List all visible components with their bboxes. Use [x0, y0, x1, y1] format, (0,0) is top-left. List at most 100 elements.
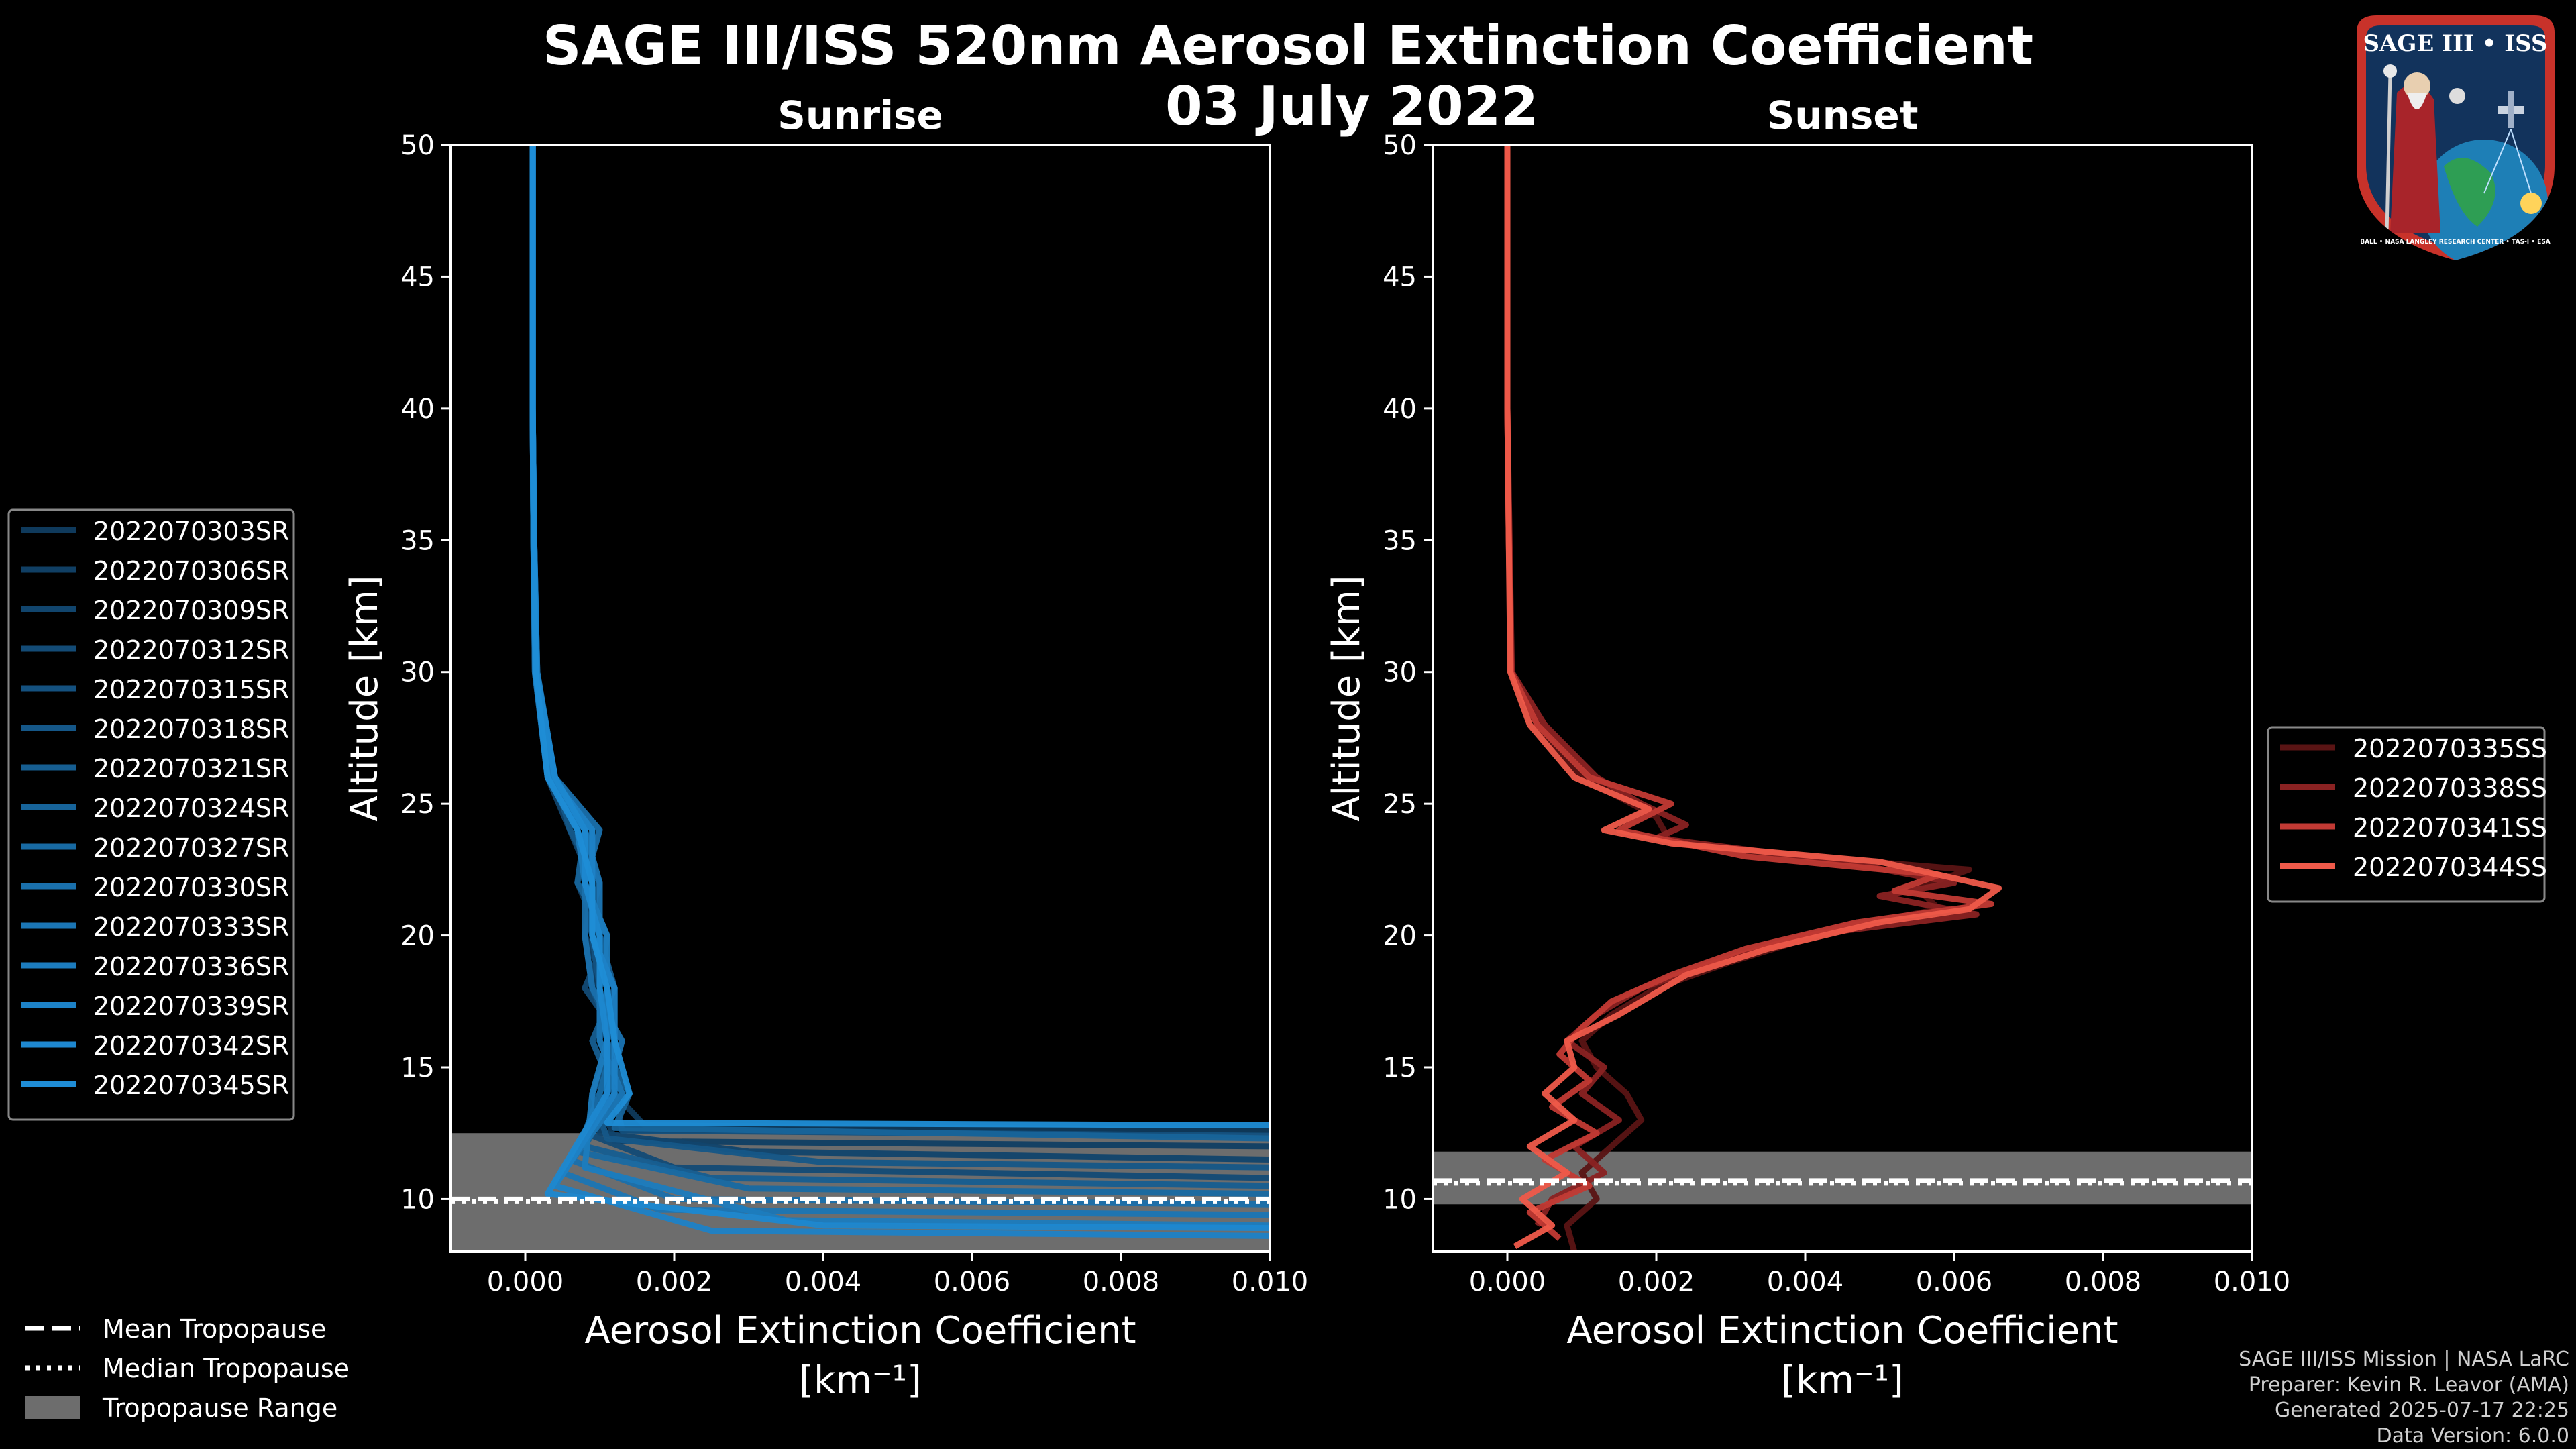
- legend-entry-2022070303SR: 2022070303SR: [93, 517, 289, 546]
- legend-entry-2022070312SR: 2022070312SR: [93, 635, 289, 665]
- legend-entry-2022070321SR: 2022070321SR: [93, 754, 289, 784]
- legend-entry-2022070318SR: 2022070318SR: [93, 714, 289, 744]
- series-line-2022070342SR: [529, 145, 1270, 1232]
- sage-logo: SAGE III • ISS BALL • NASA LANGLEY RESEA…: [2357, 15, 2555, 260]
- legend-median-tropopause: Median Tropopause: [103, 1354, 350, 1383]
- legend-entry-2022070336SR: 2022070336SR: [93, 952, 289, 981]
- axes-frame: [449, 144, 1271, 1253]
- legend-entry-2022070333SR: 2022070333SR: [93, 912, 289, 942]
- x-tick-label: 0.002: [636, 1267, 713, 1297]
- series-line-2022070318SR: [529, 145, 1270, 1171]
- series-line-2022070315SR: [529, 145, 1270, 1139]
- series-line-2022070333SR: [529, 145, 1270, 1218]
- y-tick-label: 50: [1383, 130, 1417, 161]
- y-tick-label: 10: [1383, 1184, 1417, 1215]
- y-tick-label: 30: [1383, 657, 1417, 688]
- series-line-2022070309SR: [529, 145, 1270, 1163]
- y-tick-label: 35: [1383, 525, 1417, 556]
- chart-title: SAGE III/ISS 520nm Aerosol Extinction Co…: [542, 15, 2034, 77]
- y-axis-label: Altitude [km]: [1325, 575, 1368, 821]
- x-tick-label: 0.004: [1767, 1267, 1844, 1297]
- legend-entry-2022070335SS: 2022070335SS: [2353, 734, 2547, 763]
- x-axis-label: Aerosol Extinction Coefficient: [1566, 1309, 2118, 1352]
- series-line-2022070336SR: [529, 145, 1270, 1229]
- y-axis-label: Altitude [km]: [343, 575, 386, 821]
- legend-range-swatch: [25, 1396, 80, 1419]
- y-tick-label: 25: [1383, 789, 1417, 820]
- series-group: [529, 145, 1270, 1239]
- y-tick-label: 15: [1383, 1053, 1417, 1083]
- x-tick-label: 0.002: [1618, 1267, 1695, 1297]
- legend-entry-2022070330SR: 2022070330SR: [93, 873, 289, 902]
- x-tick-label: 0.010: [2214, 1267, 2291, 1297]
- legend-entry-2022070342SR: 2022070342SR: [93, 1031, 289, 1061]
- x-tick-label: 0.006: [1916, 1267, 1993, 1297]
- series-line-2022070327SR: [529, 145, 1270, 1197]
- series-line-2022070338SS: [1504, 145, 1980, 1227]
- legend-entry-2022070306SR: 2022070306SR: [93, 556, 289, 586]
- y-tick-label: 40: [400, 394, 435, 425]
- x-tick-label: 0.000: [487, 1267, 564, 1297]
- y-tick-label: 45: [400, 262, 435, 292]
- logo-subtext: BALL • NASA LANGLEY RESEARCH CENTER • TA…: [2360, 239, 2551, 246]
- series-line-2022070306SR: [529, 145, 1270, 1150]
- legend-box: [7, 508, 295, 1121]
- y-tick-label: 40: [1383, 394, 1417, 425]
- series-line-2022070345SR: [529, 145, 1270, 1128]
- y-tick-label: 30: [400, 657, 435, 688]
- series-line-2022070330SR: [529, 145, 1270, 1208]
- legend-entry-2022070315SR: 2022070315SR: [93, 675, 289, 704]
- legend-entry-2022070338SS: 2022070338SS: [2353, 773, 2547, 803]
- x-axis-label: Aerosol Extinction Coefficient: [584, 1309, 1136, 1352]
- legend-box: [2267, 726, 2546, 903]
- legend-entry-2022070345SR: 2022070345SR: [93, 1071, 289, 1100]
- series-line-2022070341SS: [1504, 145, 1994, 1241]
- series-line-2022070339SR: [529, 145, 1270, 1239]
- series-line-2022070324SR: [529, 145, 1270, 1142]
- series-line-2022070344SS: [1504, 145, 2002, 1250]
- legend-entry-2022070309SR: 2022070309SR: [93, 596, 289, 625]
- x-tick-label: 0.008: [2065, 1267, 2142, 1297]
- legend-tropopause-range: Tropopause Range: [102, 1393, 337, 1423]
- y-tick-label: 20: [1383, 921, 1417, 952]
- logo-text: SAGE III • ISS: [2363, 30, 2547, 57]
- legend-entry-2022070341SS: 2022070341SS: [2353, 813, 2547, 843]
- panel-subtitle: Sunrise: [777, 93, 943, 138]
- x-tick-label: 0.004: [785, 1267, 862, 1297]
- x-tick-label: 0.006: [934, 1267, 1011, 1297]
- y-tick-label: 15: [400, 1053, 435, 1083]
- legend-mean-tropopause: Mean Tropopause: [103, 1314, 326, 1344]
- series-line-2022070321SR: [529, 145, 1270, 1189]
- panel-subtitle: Sunset: [1767, 93, 1919, 138]
- footer-preparer: Preparer: Kevin R. Leavor (AMA): [2248, 1373, 2569, 1397]
- y-tick-label: 20: [400, 921, 435, 952]
- x-tick-label: 0.008: [1083, 1267, 1160, 1297]
- y-tick-label: 35: [400, 525, 435, 556]
- axes-frame: [1432, 144, 2253, 1253]
- panel-left: 0.000 0.002 0.004 0.006 0.008 0.010 10 15 20 25 30…: [7, 93, 1309, 1402]
- series-line-2022070312SR: [529, 145, 1270, 1181]
- legend-entry-2022070324SR: 2022070324SR: [93, 794, 289, 823]
- footer-version: Data Version: 6.0.0: [2376, 1424, 2569, 1448]
- series-group: [1504, 145, 2002, 1252]
- legend-entry-2022070327SR: 2022070327SR: [93, 833, 289, 863]
- tropopause-legend: Mean Tropopause Median Tropopause Tropopau…: [25, 1314, 350, 1423]
- footer-generated: Generated 2025-07-17 22:25: [2274, 1399, 2569, 1422]
- y-tick-label: 25: [400, 789, 435, 820]
- series-line-2022070303SR: [529, 145, 1270, 1134]
- y-tick-label: 50: [400, 130, 435, 161]
- x-axis-unit: [km⁻¹]: [1781, 1358, 1904, 1402]
- y-tick-label: 10: [400, 1184, 435, 1215]
- panel-right: 0.000 0.002 0.004 0.006 0.008 0.010 10 15 20 25 30…: [1325, 93, 2547, 1402]
- legend-entry-2022070339SR: 2022070339SR: [93, 991, 289, 1021]
- series-legend: 2022070303SR 2022070306SR 2022070309SR 2022…: [7, 508, 295, 1121]
- chart-date: 03 July 2022: [1165, 75, 1538, 138]
- legend-entry-2022070344SS: 2022070344SS: [2353, 853, 2547, 882]
- footer-mission: SAGE III/ISS Mission | NASA LaRC: [2239, 1348, 2569, 1371]
- y-tick-label: 45: [1383, 262, 1417, 292]
- x-tick-label: 0.010: [1232, 1267, 1309, 1297]
- series-legend: 2022070335SS 2022070338SS 2022070341SS 2022…: [2267, 726, 2547, 903]
- x-axis-unit: [km⁻¹]: [799, 1358, 922, 1402]
- x-tick-label: 0.000: [1469, 1267, 1546, 1297]
